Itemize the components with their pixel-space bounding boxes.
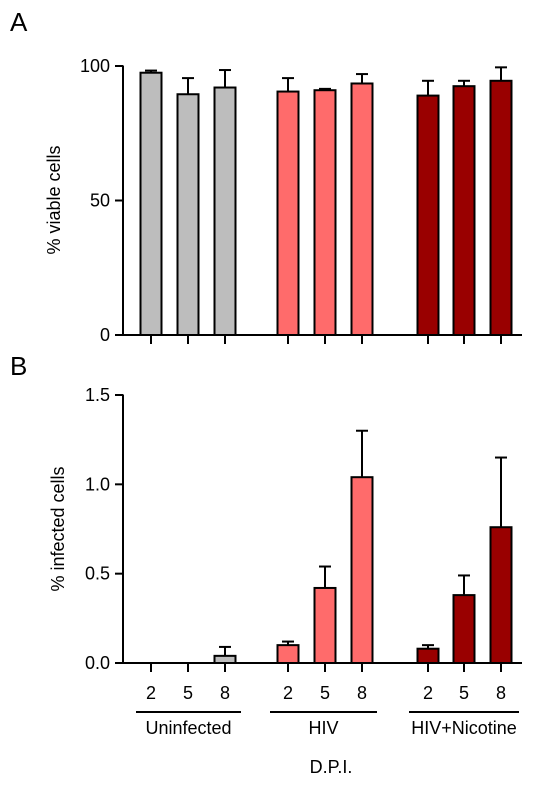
panel-a-ylabel: % viable cells: [44, 145, 64, 254]
x-tick-label: 8: [220, 683, 230, 703]
group-label: HIV+Nicotine: [411, 718, 517, 738]
y-tick-label: 0.5: [85, 564, 110, 584]
bar: [276, 644, 300, 665]
x-tick-label: 2: [423, 683, 433, 703]
x-tick-label: 5: [320, 683, 330, 703]
bar: [416, 94, 440, 336]
group-label: Uninfected: [145, 718, 231, 738]
panel-b-plot: 0.0 0.5 1.0 1.5 2 5 8 2 5 8 2 5 8 Uninfected HIV HIV+Ni…: [85, 385, 522, 738]
bar: [176, 93, 200, 337]
panel-a-plot: 0 50 100: [80, 56, 522, 345]
y-tick-label: 0.0: [85, 653, 110, 673]
x-tick-label: 5: [183, 683, 193, 703]
y-tick-label: 0: [100, 325, 110, 345]
x-tick-label: 8: [357, 683, 367, 703]
y-tick-label: 50: [90, 191, 110, 211]
bar: [489, 79, 513, 336]
x-tick-label: 5: [459, 683, 469, 703]
x-tick-label: 2: [283, 683, 293, 703]
bar: [350, 476, 374, 665]
panel-b-label: B: [10, 351, 27, 381]
bar: [313, 586, 337, 665]
bar: [350, 82, 374, 336]
y-tick-label: 1.5: [85, 385, 110, 405]
x-axis-title: D.P.I.: [310, 757, 353, 777]
y-tick-label: 1.0: [85, 474, 110, 494]
bar: [416, 647, 440, 664]
y-tick-label: 100: [80, 56, 110, 76]
panel-a-label: A: [10, 7, 28, 37]
bar: [213, 86, 237, 336]
bar: [489, 526, 513, 664]
bar: [213, 654, 237, 664]
x-tick-label: 8: [496, 683, 506, 703]
bar: [276, 90, 300, 337]
bar: [452, 594, 476, 665]
bar: [313, 89, 337, 336]
bar: [452, 85, 476, 336]
x-tick-label: 2: [146, 683, 156, 703]
group-label: HIV: [308, 718, 338, 738]
bar: [139, 71, 163, 336]
panel-b-ylabel: % infected cells: [48, 466, 68, 591]
